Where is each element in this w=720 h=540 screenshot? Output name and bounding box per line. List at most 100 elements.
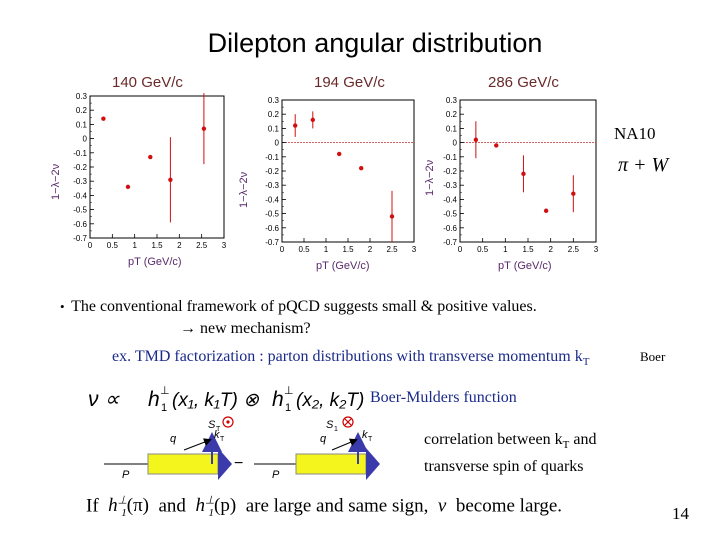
y-tick-label: 0.3 — [446, 96, 458, 105]
correlation-line1-sub: T — [562, 439, 570, 452]
y-tick-label: -0.4 — [265, 195, 279, 204]
chart3-title: 286 GeV/c — [488, 74, 559, 91]
h-pi: h⊥1(π) — [108, 495, 149, 520]
data-point — [101, 116, 106, 121]
x-tick-label: 0 — [280, 245, 285, 254]
data-point — [543, 208, 549, 213]
conclusion-and: and — [158, 495, 186, 517]
y-tick-label: -0.3 — [265, 181, 279, 190]
chart3-plot: 0.30.20.10-0.1-0.2-0.3-0.4-0.5-0.6-0.70 0… — [443, 96, 599, 254]
y-tick-label: -0.2 — [73, 163, 87, 172]
p-label-right: P — [272, 469, 280, 481]
na10-label: NA10 — [614, 124, 656, 143]
h-pi-letter: h — [108, 495, 118, 517]
chart3-xlabel: pT (GeV/c) — [498, 260, 552, 272]
x-tick-label: 3 — [222, 241, 227, 250]
y-tick-label: -0.5 — [443, 210, 457, 219]
diagram-left: S T q k T P — [104, 416, 234, 481]
y-tick-label: 0.1 — [268, 124, 280, 133]
plot-frame — [459, 99, 597, 243]
data-point — [201, 126, 207, 131]
data-point — [168, 177, 173, 182]
data-point — [293, 123, 298, 128]
bullet-continuation: → new mechanism? — [180, 320, 311, 337]
plot-frame — [281, 99, 415, 243]
kt-label-right-sub: T — [368, 436, 373, 443]
y-tick-label: 0.3 — [268, 96, 280, 105]
correlation-line1: correlation between kT and — [424, 429, 596, 456]
x-tick-label: 2.5 — [386, 245, 398, 254]
q-label-right: q — [320, 433, 327, 445]
bm-formula: ν ∝ h ⊥ 1 (x₁, k₁T) ⊗ h ⊥ 1 (x₂, k₂T) — [88, 385, 364, 414]
y-tick-label: -0.7 — [265, 238, 279, 247]
x-tick-label: 1.5 — [151, 241, 163, 250]
x-tick-label: 1 — [503, 245, 508, 254]
chart1-title: 140 GeV/c — [112, 74, 183, 91]
diagram-right: S 1 q k T P — [254, 416, 380, 481]
x-tick-label: 2 — [368, 245, 373, 254]
proton-bar-right — [295, 453, 367, 475]
formula-sub-left: 1 — [161, 402, 167, 414]
bullet-dot: • — [60, 299, 72, 314]
formula-h-right: h — [272, 388, 284, 411]
data-point — [494, 143, 499, 148]
y-tick-label: 0.1 — [76, 120, 88, 129]
y-tick-label: 0.1 — [446, 124, 458, 133]
chart2-ylabel: 1−λ−2ν — [238, 171, 250, 208]
spin-diagrams: S T q k T P − S 1 q k T P — [104, 416, 380, 481]
x-tick-label: 2.5 — [568, 245, 580, 254]
y-tick-label: -0.3 — [443, 181, 457, 190]
x-tick-label: 1 — [324, 245, 329, 254]
y-tick-label: 0.2 — [446, 110, 458, 119]
correlation-line2: transverse spin of quarks — [424, 458, 584, 476]
data-point — [310, 117, 315, 123]
y-tick-label: -0.4 — [443, 195, 457, 204]
st-label-sub: T — [216, 426, 221, 433]
spin-out-icon — [222, 416, 234, 428]
y-tick-label: 0.3 — [76, 92, 88, 101]
x-tick-label: 2 — [177, 241, 182, 250]
y-tick-label: 0 — [83, 135, 88, 144]
slide-title: Dilepton angular distribution — [207, 28, 543, 58]
conclusion-line: If h⊥1(π) and h⊥1(p) are large and same … — [86, 494, 562, 519]
y-tick-label: -0.2 — [265, 167, 279, 176]
chart1-xlabel: pT (GeV/c) — [128, 256, 182, 268]
x-tick-label: 3 — [412, 245, 417, 254]
chart2-title: 194 GeV/c — [314, 74, 385, 91]
p-label-left: P — [122, 469, 130, 481]
formula-perp-right: ⊥ — [284, 385, 294, 397]
spin-in-cross-b — [344, 418, 352, 426]
x-tick-label: 0 — [88, 241, 93, 250]
y-tick-label: -0.5 — [73, 206, 87, 215]
data-point — [125, 184, 131, 190]
x-tick-label: 1.5 — [522, 245, 534, 254]
bullet-text: The conventional framework of pQCD sugge… — [71, 298, 537, 315]
y-tick-label: -0.6 — [265, 224, 279, 233]
bullet-conventional: • The conventional framework of pQCD sug… — [60, 298, 537, 316]
boer-mulders-label: Boer-Mulders function — [370, 389, 517, 406]
data-point — [359, 165, 364, 171]
kt-label-right: k — [362, 429, 368, 441]
x-tick-label: 0.5 — [477, 245, 489, 254]
h-pi-arg: (π) — [126, 495, 149, 517]
boer-tag: Boer — [640, 349, 666, 364]
x-tick-label: 1.5 — [342, 245, 354, 254]
spin-out-dot — [226, 420, 230, 424]
data-point — [473, 137, 479, 142]
kt-label-left-sub: T — [220, 436, 225, 443]
spin-in-icon — [342, 416, 354, 428]
y-tick-label: 0 — [453, 139, 458, 148]
h-p-letter: h — [195, 495, 205, 517]
y-tick-label: -0.5 — [265, 210, 279, 219]
correlation-line1-suffix: and — [569, 431, 597, 448]
y-tick-label: 0.2 — [76, 106, 88, 115]
x-tick-label: 0.5 — [298, 245, 310, 254]
page-number: 14 — [672, 504, 689, 523]
y-tick-label: -0.2 — [443, 167, 457, 176]
y-tick-label: 0.2 — [268, 110, 280, 119]
data-point — [571, 191, 576, 196]
conclusion-if: If — [86, 495, 99, 517]
y-tick-label: -0.4 — [73, 191, 87, 200]
x-tick-label: 1 — [132, 241, 137, 250]
diagram-minus: − — [234, 455, 243, 472]
